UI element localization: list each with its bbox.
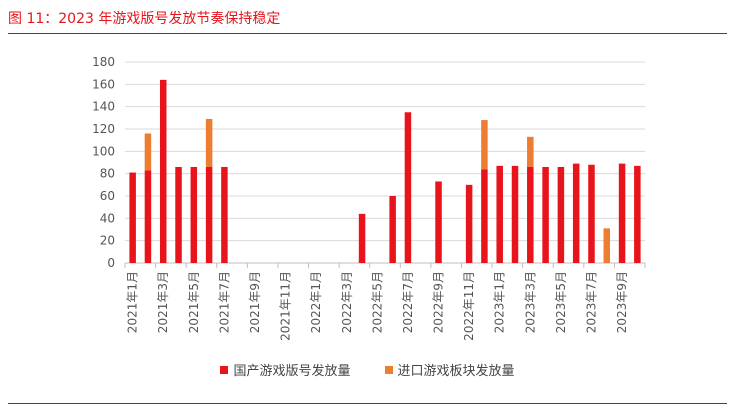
- bar-domestic: [358, 213, 366, 263]
- y-tick-label: 160: [92, 77, 115, 91]
- x-tick-label: 2023年5月: [554, 271, 568, 333]
- bar-domestic: [527, 166, 534, 263]
- y-tick-label: 100: [92, 144, 115, 158]
- bar-domestic: [542, 166, 549, 263]
- x-tick-label: 2021年5月: [187, 271, 201, 333]
- bar-domestic: [159, 79, 167, 263]
- x-tick-label: 2022年11月: [462, 271, 476, 341]
- x-tick-label: 2023年3月: [523, 271, 537, 333]
- x-tick-label: 2022年9月: [432, 271, 446, 333]
- x-tick-label: 2022年3月: [340, 271, 354, 333]
- y-tick-label: 80: [100, 167, 115, 181]
- bar-imported: [527, 136, 534, 167]
- legend-label-domestic: 国产游戏版号发放量: [233, 364, 351, 379]
- bar-domestic: [221, 166, 228, 263]
- bar-domestic: [129, 172, 136, 263]
- bar-domestic: [496, 165, 503, 263]
- bar-domestic: [465, 184, 473, 263]
- bar-domestic: [205, 166, 213, 263]
- bar-imported: [481, 120, 488, 170]
- chart-legend: 国产游戏版号发放量 进口游戏板块发放量: [0, 360, 735, 379]
- y-tick-label: 20: [100, 234, 115, 248]
- bar-domestic: [435, 181, 442, 263]
- title-divider: [8, 33, 727, 34]
- x-tick-label: 2022年1月: [309, 271, 323, 333]
- bar-domestic: [404, 112, 412, 263]
- bar-domestic: [389, 196, 396, 263]
- x-tick-label: 2023年1月: [493, 271, 507, 333]
- y-tick-label: 40: [100, 211, 115, 225]
- x-tick-label: 2022年7月: [401, 271, 415, 333]
- legend-item-domestic: 国产游戏版号发放量: [220, 360, 351, 379]
- x-tick-label: 2021年7月: [217, 271, 231, 333]
- figure-title: 图 11：2023 年游戏版号发放节奏保持稳定: [8, 11, 281, 27]
- x-tick-label: 2021年11月: [279, 271, 293, 341]
- x-tick-label: 2021年9月: [248, 271, 262, 333]
- y-tick-label: 180: [92, 55, 115, 69]
- legend-swatch-domestic: [220, 365, 229, 374]
- bar-imported: [205, 118, 213, 167]
- bar-domestic: [618, 163, 626, 263]
- bar-domestic: [572, 163, 580, 263]
- x-tick-label: 2023年7月: [584, 271, 598, 333]
- bar-domestic: [557, 166, 565, 263]
- bar-domestic: [481, 169, 488, 263]
- legend-swatch-imported: [384, 365, 393, 374]
- bar-domestic: [511, 165, 519, 263]
- y-tick-label: 0: [107, 256, 115, 270]
- y-tick-label: 140: [92, 100, 115, 114]
- y-tick-label: 60: [100, 189, 115, 203]
- x-tick-label: 2021年3月: [156, 271, 170, 333]
- x-tick-label: 2023年9月: [615, 271, 629, 333]
- y-tick-label: 120: [92, 122, 115, 136]
- x-tick-label: 2021年1月: [126, 271, 140, 333]
- bottom-divider: [8, 403, 727, 404]
- x-tick-label: 2022年5月: [370, 271, 384, 333]
- bar-imported: [603, 228, 611, 263]
- bar-domestic: [190, 166, 198, 263]
- bar-domestic: [175, 166, 182, 263]
- bar-domestic: [588, 164, 595, 263]
- bar-domestic: [144, 170, 152, 263]
- bar-domestic: [634, 165, 641, 263]
- legend-item-imported: 进口游戏板块发放量: [384, 360, 515, 379]
- bar-imported: [144, 133, 152, 171]
- legend-label-imported: 进口游戏板块发放量: [397, 364, 515, 379]
